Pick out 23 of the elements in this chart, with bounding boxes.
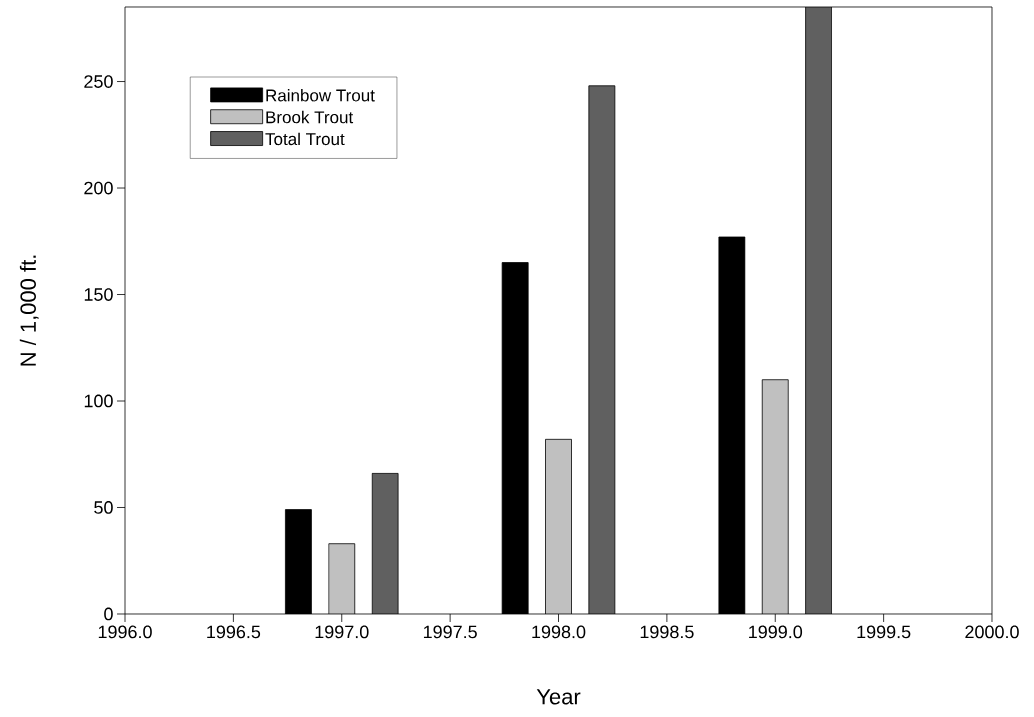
- y-tick-label: 150: [84, 288, 113, 301]
- bar: [761, 379, 789, 614]
- y-tick-label: 50: [94, 501, 113, 514]
- y-tick-label: 250: [84, 75, 113, 88]
- x-tick-label: 1998.0: [532, 625, 586, 639]
- legend-label: Brook Trout: [266, 110, 354, 124]
- legend-label: Total Trout: [265, 132, 345, 146]
- x-tick-label: 1999.5: [857, 625, 911, 639]
- x-tick-label: 1999.0: [749, 625, 803, 639]
- x-tick-label: 1997.5: [423, 625, 477, 639]
- bar: [328, 543, 356, 614]
- legend-label: Rainbow Trout: [266, 89, 375, 102]
- x-axis-title: Year: [536, 689, 581, 705]
- x-tick-label: 1998.5: [640, 625, 694, 639]
- y-axis-title: N / 1,000 ft.: [19, 255, 39, 366]
- y-tick-label: 0: [104, 607, 113, 621]
- x-tick-label: 2000.0: [965, 625, 1019, 639]
- y-tick-label: 200: [84, 181, 113, 195]
- x-tick-label: 1996.5: [207, 625, 261, 639]
- y-tick-label: 100: [84, 394, 113, 408]
- x-tick-label: 1997.0: [315, 625, 369, 639]
- x-tick-label: 1996.0: [98, 625, 152, 639]
- bar: [545, 438, 572, 614]
